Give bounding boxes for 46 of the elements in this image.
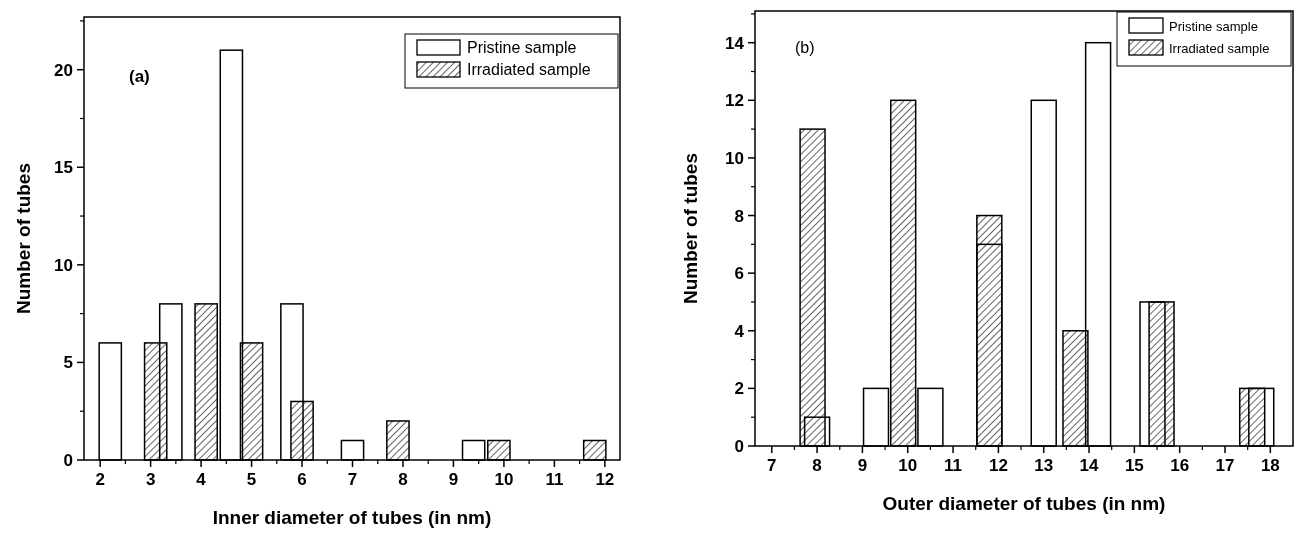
x-tick-label: 6	[297, 470, 307, 489]
x-tick-label: 11	[545, 470, 564, 489]
y-axis-title: Number of tubes	[680, 153, 701, 304]
x-tick-label: 9	[448, 470, 459, 489]
x-tick-label: 13	[1034, 456, 1054, 475]
legend-label: Irradiated sample	[467, 61, 591, 78]
x-tick-label: 7	[347, 470, 358, 489]
x-tick-label: 8	[812, 456, 822, 475]
x-tick-label: 11	[944, 456, 963, 475]
legend-label: Pristine sample	[1169, 19, 1258, 34]
x-tick-label: 4	[196, 470, 207, 489]
annotation: (b)	[795, 39, 815, 56]
x-tick-label: 10	[898, 456, 918, 475]
legend-label: Irradiated sample	[1169, 41, 1270, 56]
x-tick-label: 3	[145, 470, 156, 489]
y-tick-label: 4	[734, 321, 745, 341]
y-tick-label: 8	[734, 206, 744, 226]
x-tick-label: 14	[1079, 456, 1100, 475]
x-tick-label: 15	[1124, 456, 1144, 475]
x-axis-title: Outer diameter of tubes (in nm)	[882, 493, 1166, 514]
y-tick-label: 14	[725, 33, 745, 53]
x-tick-label: 9	[857, 456, 868, 475]
x-tick-label: 8	[398, 470, 408, 489]
y-tick-label: 12	[725, 91, 744, 111]
legend-label: Pristine sample	[467, 39, 577, 56]
y-axis-title: Number of tubes	[13, 163, 34, 314]
y-tick-label: 15	[54, 158, 73, 178]
x-tick-label: 5	[246, 470, 257, 489]
y-tick-label: 10	[54, 255, 73, 275]
x-tick-label: 7	[767, 456, 777, 475]
y-tick-label: 10	[725, 148, 744, 168]
x-tick-label: 2	[95, 470, 105, 489]
x-tick-label: 16	[1170, 456, 1190, 475]
y-tick-label: 6	[734, 264, 744, 284]
y-tick-label: 20	[54, 60, 73, 80]
x-tick-label: 17	[1215, 456, 1235, 475]
x-tick-label: 10	[494, 470, 514, 489]
y-tick-label: 2	[734, 379, 744, 399]
x-axis-title: Inner diameter of tubes (in nm)	[212, 507, 492, 528]
annotation: (a)	[129, 67, 150, 86]
x-tick-label: 12	[988, 456, 1008, 475]
y-tick-label: 0	[63, 451, 73, 470]
x-tick-label: 12	[595, 470, 615, 489]
x-tick-label: 18	[1260, 456, 1280, 475]
y-tick-label: 5	[63, 353, 73, 373]
y-tick-label: 0	[734, 437, 744, 456]
